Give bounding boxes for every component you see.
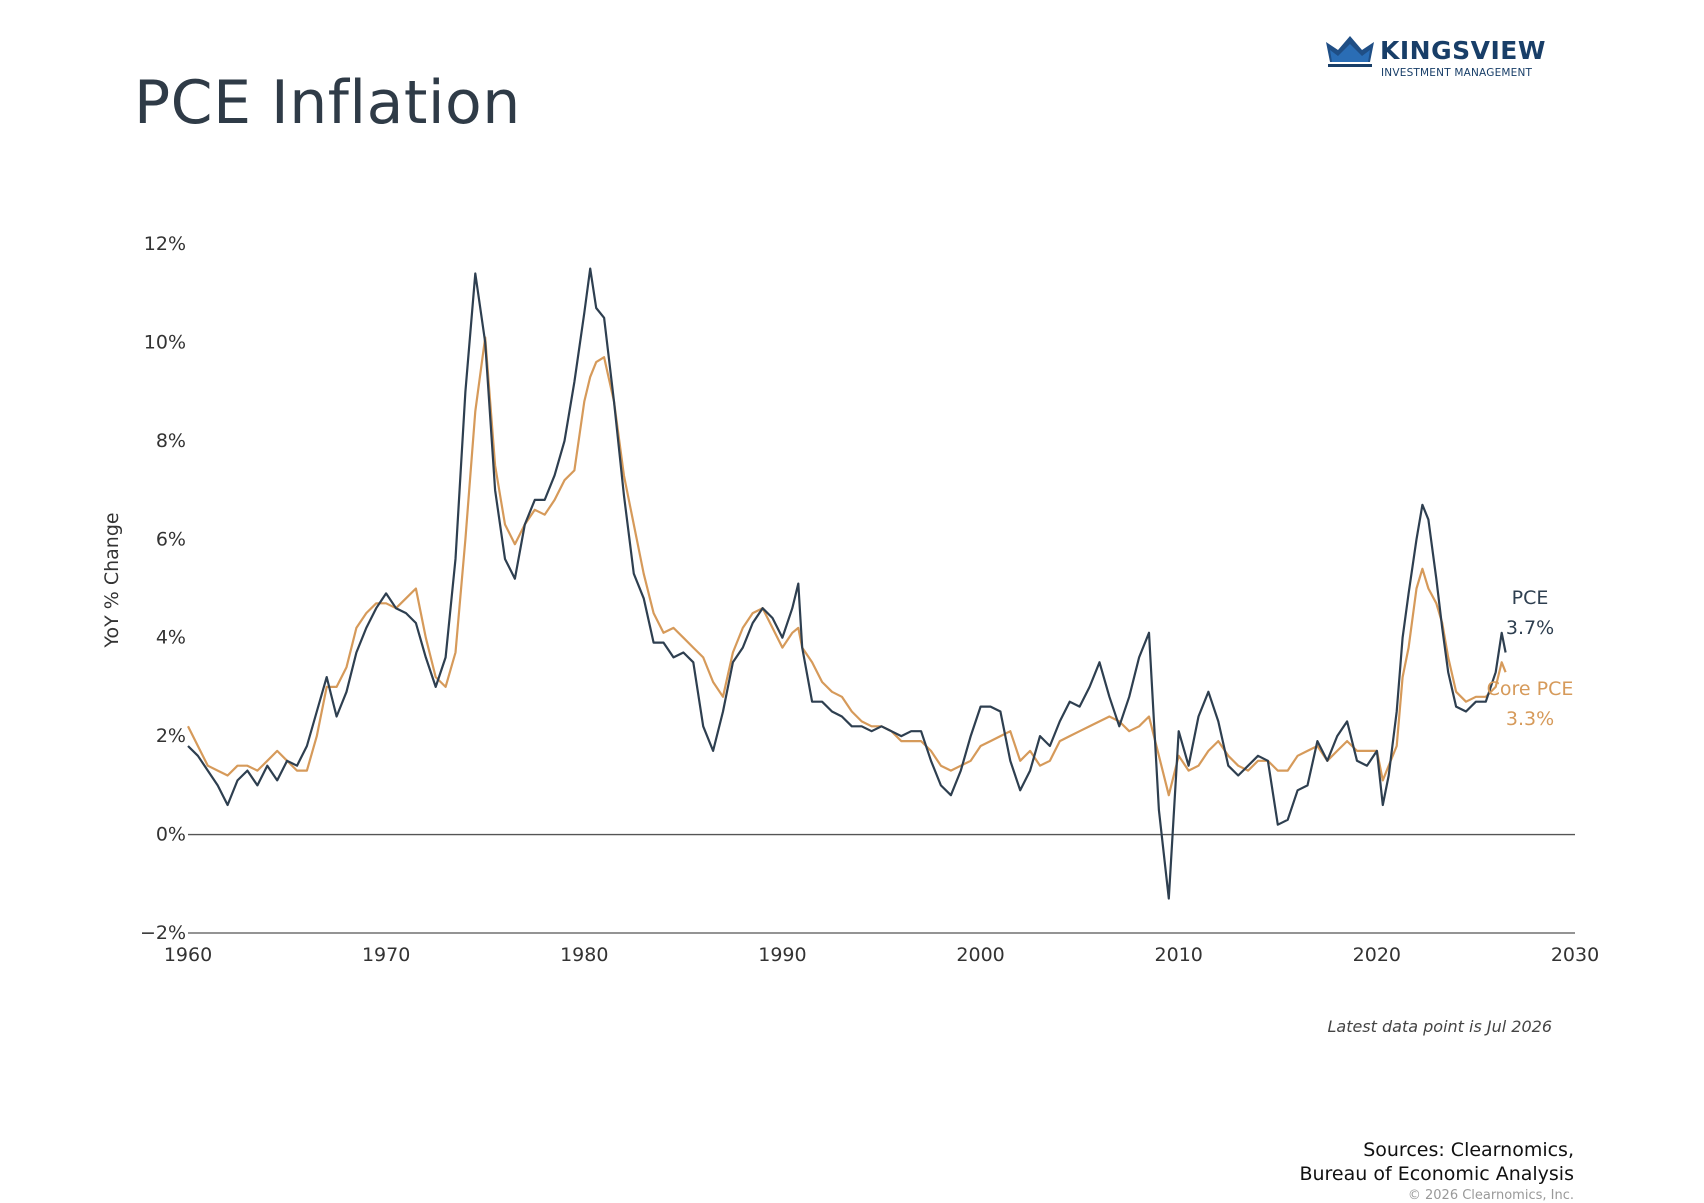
y-tick-label: 2% bbox=[156, 725, 186, 747]
core-pce-series-line bbox=[187, 336, 1507, 797]
core-pce-latest-value: 3.3% bbox=[1506, 708, 1554, 730]
kingsview-logo: KINGSVIEW INVESTMENT MANAGEMENT bbox=[1318, 30, 1558, 82]
crown-icon bbox=[1326, 36, 1374, 67]
sources-line-2: Bureau of Economic Analysis bbox=[1299, 1163, 1574, 1185]
core-pce-series-name: Core PCE bbox=[1487, 678, 1574, 700]
sources: Sources: Clearnomics, Bureau of Economic… bbox=[1299, 1138, 1574, 1186]
pce-series-line bbox=[187, 267, 1507, 900]
y-tick-label: −2% bbox=[140, 922, 186, 944]
y-tick-label: 10% bbox=[144, 331, 186, 353]
y-axis-title: YoY % Change bbox=[101, 512, 123, 648]
page-title: PCE Inflation bbox=[134, 68, 521, 138]
logo-name: KINGSVIEW bbox=[1380, 36, 1546, 65]
x-tick-label: 2010 bbox=[1155, 944, 1203, 966]
sources-line-1: Sources: Clearnomics, bbox=[1363, 1139, 1574, 1161]
y-tick-label: 8% bbox=[156, 430, 186, 452]
copyright: © 2026 Clearnomics, Inc. bbox=[1407, 1188, 1574, 1203]
x-tick-label: 1980 bbox=[560, 944, 608, 966]
logo-subtitle: INVESTMENT MANAGEMENT bbox=[1381, 67, 1533, 79]
pce-series-name: PCE bbox=[1512, 587, 1549, 609]
pce-latest-value: 3.7% bbox=[1506, 617, 1554, 639]
x-tick-label: 1960 bbox=[164, 944, 212, 966]
y-tick-label: 0% bbox=[156, 824, 186, 846]
y-tick-label: 4% bbox=[156, 627, 186, 649]
x-tick-label: 2000 bbox=[956, 944, 1004, 966]
x-tick-label: 1990 bbox=[758, 944, 806, 966]
x-tick-label: 2030 bbox=[1551, 944, 1599, 966]
x-tick-label: 2020 bbox=[1353, 944, 1401, 966]
x-tick-label: 1970 bbox=[362, 944, 410, 966]
y-tick-label: 6% bbox=[156, 528, 186, 550]
latest-data-note: Latest data point is Jul 2026 bbox=[1327, 1017, 1552, 1036]
y-tick-label: 12% bbox=[144, 233, 186, 255]
